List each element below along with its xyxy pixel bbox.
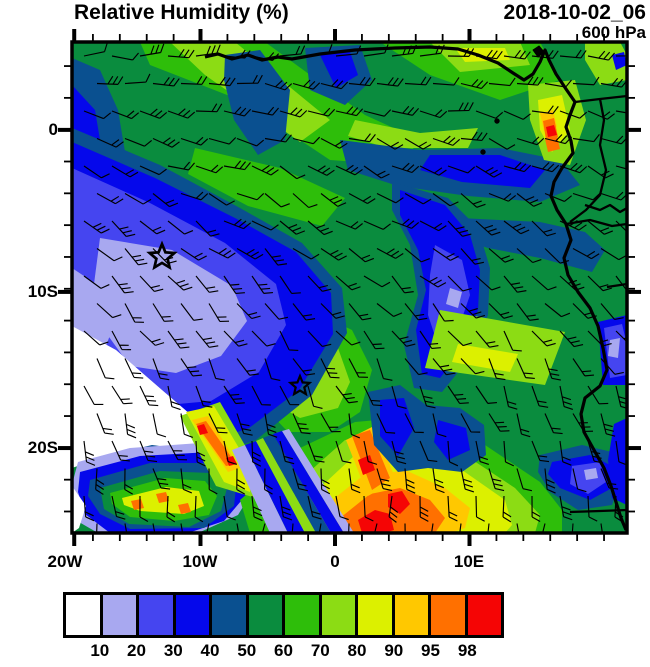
coastline-and-borders [204,45,627,531]
coastline [204,45,627,531]
colorbar-tick-label: 98 [457,641,477,660]
colorbar-tick-label: 30 [163,641,183,660]
colorbar-cell-7 [321,595,355,635]
colorbar [63,592,504,638]
x-axis-label-10w: 10W [182,552,218,571]
colorbar-cell-5 [248,595,282,635]
colorbar-cell-1 [102,595,136,635]
colorbar-tick-label: 50 [237,641,257,660]
contour-field [72,42,627,533]
x-axis-label-20w: 20W [47,552,83,571]
page-title: Relative Humidity (%) [74,1,289,24]
x-axis-label-0: 0 [330,552,340,571]
colorbar-tick-label: 20 [127,641,146,660]
colorbar-cell-8 [358,595,392,635]
pressure-level-label: 600 hPa [581,23,646,42]
colorbar-labels: 10 20 30 40 50 60 70 80 90 95 98 [63,641,504,661]
country-border [569,98,608,223]
colorbar-tick-label: 80 [347,641,367,660]
island-dot [480,149,486,155]
colorbar-cell-10 [431,595,465,635]
country-border [565,218,627,228]
y-axis-label-20s: 20S [27,438,58,457]
x-axis-label-10e: 10E [453,552,485,571]
island [532,45,545,58]
colorbar-tick-label: 10 [90,641,110,660]
colorbar-tick-label: 60 [274,641,293,660]
datetime-label: 2018-10-02_06 [503,1,646,24]
colorbar-cell-3 [175,595,209,635]
colorbar-tick-label: 70 [310,641,330,660]
colorbar-cell-2 [139,595,173,635]
island-dot [494,118,500,124]
axis-ticks [58,29,641,546]
country-border [606,282,627,289]
colorbar-cell-4 [212,595,246,635]
country-border [584,203,627,214]
y-axis-label-10s: 10S [27,282,58,301]
colorbar-tick-label: 40 [200,641,220,660]
colorbar-tick-label: 90 [384,641,404,660]
map-frame [70,40,629,535]
colorbar-cell-9 [394,595,428,635]
country-border [569,508,627,514]
star-marker [146,240,178,271]
colorbar-cell-0 [66,595,100,635]
y-axis-label-0: 0 [48,120,58,139]
colorbar-tick-label: 95 [421,641,440,660]
colorbar-cell-11 [467,595,501,635]
wind-barbs [83,42,627,533]
colorbar-cell-6 [285,595,319,635]
star-marker [287,373,313,397]
